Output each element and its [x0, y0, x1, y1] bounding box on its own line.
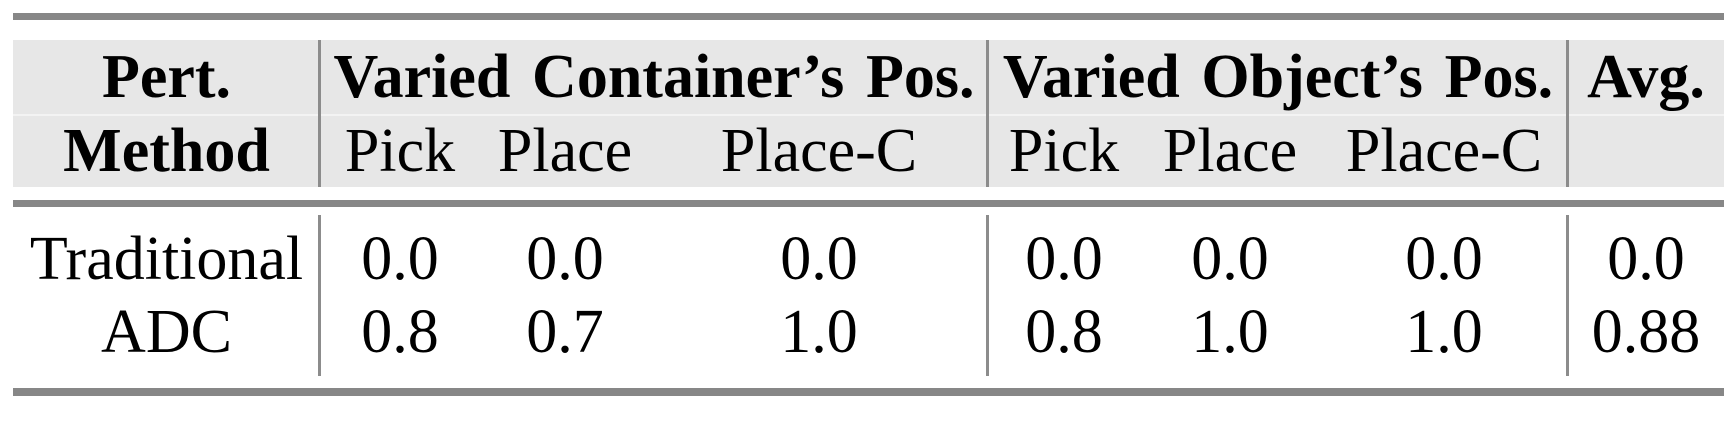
- header-subcol-pick-2: Pick: [1008, 116, 1120, 185]
- table-body: Traditional 0.0 0.0 0.0 0.0 0.0 0.0 0.0 …: [13, 222, 1724, 368]
- header-subcol-place-2: Place: [1162, 116, 1298, 185]
- value-cell: 0.0: [780, 224, 858, 293]
- value-cell: 0.0: [1191, 224, 1269, 293]
- method-cell: Traditional: [29, 224, 304, 293]
- header-background: [13, 40, 1724, 187]
- header-divider-method: [318, 40, 321, 187]
- avg-cell: 0.88: [1591, 297, 1701, 366]
- avg-cell: 0.0: [1607, 224, 1685, 293]
- header-subcol-placec-1: Place-C: [720, 116, 918, 185]
- mid-rule: [13, 200, 1724, 207]
- value-cell: 0.0: [526, 224, 604, 293]
- body-divider-groups: [986, 215, 989, 376]
- header-divider-avg: [1566, 40, 1569, 187]
- value-cell: 0.8: [361, 297, 439, 366]
- value-cell: 1.0: [1191, 297, 1269, 366]
- value-cell: 0.0: [361, 224, 439, 293]
- value-cell: 1.0: [780, 297, 858, 366]
- header-subcol-place-1: Place: [497, 116, 633, 185]
- header-divider-groups: [986, 40, 989, 187]
- top-rule: [13, 13, 1724, 20]
- bottom-rule: [13, 388, 1724, 396]
- body-divider-method: [318, 215, 321, 376]
- header-method-line2: Method: [63, 116, 270, 185]
- header-group-object-pos: Varied Object’s Pos.: [1002, 43, 1554, 111]
- header-avg: Avg.: [1587, 43, 1705, 111]
- value-cell: 0.7: [526, 297, 604, 366]
- header-subcol-pick-1: Pick: [344, 116, 456, 185]
- value-cell: 0.0: [1025, 224, 1103, 293]
- header-row-seam: [13, 114, 1724, 116]
- header-avg-spacer: [1568, 114, 1724, 187]
- header-subcol-placec-2: Place-C: [1345, 116, 1543, 185]
- value-cell: 0.0: [1405, 224, 1483, 293]
- table-header: Pert. Varied Container’s Pos. Varied Obj…: [13, 40, 1724, 187]
- header-method-line1: Pert.: [101, 43, 232, 111]
- body-divider-avg: [1566, 215, 1569, 376]
- method-cell: ADC: [101, 297, 232, 366]
- value-cell: 1.0: [1405, 297, 1483, 366]
- header-group-container-pos: Varied Container’s Pos.: [333, 43, 975, 111]
- value-cell: 0.8: [1025, 297, 1103, 366]
